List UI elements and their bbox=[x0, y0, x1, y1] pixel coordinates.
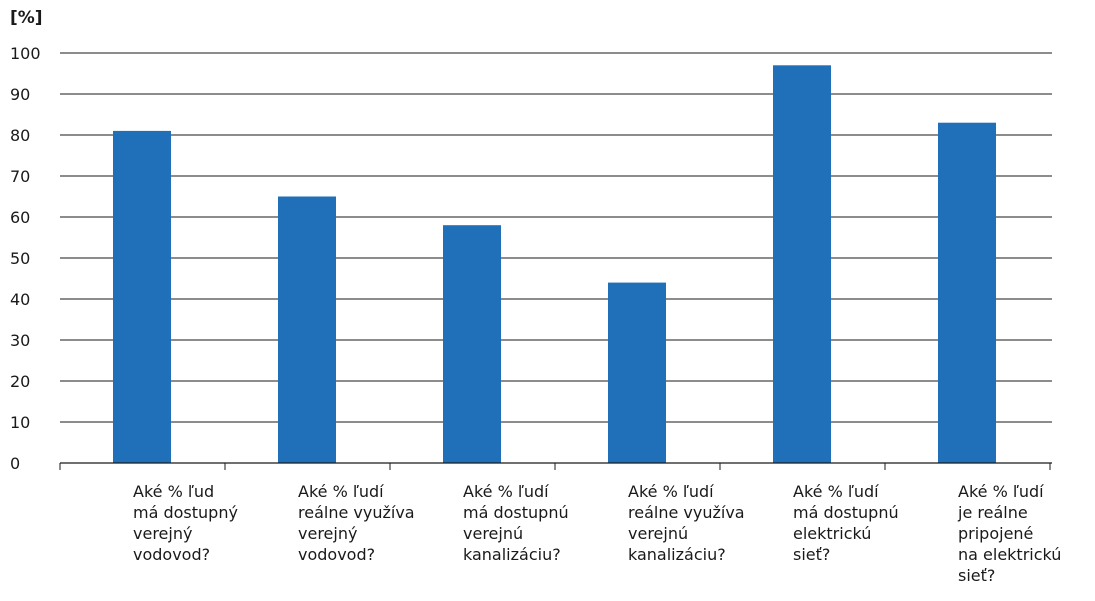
y-tick-label: 50 bbox=[10, 249, 30, 268]
y-tick-label: 60 bbox=[10, 208, 30, 227]
x-tick-label: Aké % ľudí reálne využíva verejný vodovo… bbox=[298, 482, 415, 564]
x-tick-label: Aké % ľudí je reálne pripojené na elektr… bbox=[958, 482, 1062, 585]
y-tick-label: 0 bbox=[10, 454, 20, 473]
y-tick-label: 30 bbox=[10, 331, 30, 350]
gridlines bbox=[60, 52, 1052, 423]
y-axis-ticks: 0 10 20 30 40 50 60 70 80 90 100 bbox=[10, 44, 41, 473]
y-tick-label: 90 bbox=[10, 85, 30, 104]
x-tick-label: Aké % ľudí má dostupnú verejnú kanalizác… bbox=[463, 482, 569, 564]
x-tick-label: Aké % ľudí má dostupnú elektrickú sieť? bbox=[793, 482, 899, 564]
y-tick-label: 100 bbox=[10, 44, 41, 63]
bar bbox=[773, 65, 831, 464]
y-axis-unit-label: [%] bbox=[10, 8, 43, 28]
y-tick-label: 40 bbox=[10, 290, 30, 309]
y-tick-label: 80 bbox=[10, 126, 30, 145]
x-tick-label: Aké % ľud má dostupný verejný vodovod? bbox=[133, 482, 238, 564]
y-tick-label: 10 bbox=[10, 413, 30, 432]
bar bbox=[443, 225, 501, 463]
y-tick-label: 20 bbox=[10, 372, 30, 391]
bar bbox=[608, 282, 666, 463]
x-tick-label: Aké % ľudí reálne využíva verejnú kanali… bbox=[628, 482, 745, 564]
x-axis bbox=[59, 462, 1052, 470]
bar bbox=[938, 122, 996, 463]
y-tick-label: 70 bbox=[10, 167, 30, 186]
bar bbox=[278, 196, 336, 463]
bar bbox=[113, 130, 171, 463]
bars bbox=[113, 65, 996, 464]
